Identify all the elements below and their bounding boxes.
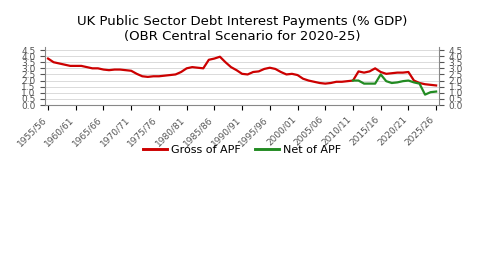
- Net of APF: [394, 81, 400, 84]
- Gross of APF: [433, 84, 439, 87]
- Net of APF: [356, 79, 361, 82]
- Line: Net of APF: Net of APF: [353, 75, 436, 95]
- Net of APF: [389, 81, 395, 85]
- Net of APF: [405, 79, 411, 82]
- Net of APF: [383, 80, 389, 83]
- Net of APF: [361, 82, 367, 85]
- Gross of APF: [417, 81, 423, 85]
- Net of APF: [433, 90, 439, 93]
- Net of APF: [411, 81, 417, 84]
- Net of APF: [428, 91, 434, 94]
- Net of APF: [422, 93, 428, 96]
- Gross of APF: [345, 80, 350, 83]
- Net of APF: [372, 82, 378, 85]
- Net of APF: [350, 79, 356, 82]
- Title: UK Public Sector Debt Interest Payments (% GDP)
(OBR Central Scenario for 2020-2: UK Public Sector Debt Interest Payments …: [77, 15, 407, 43]
- Gross of APF: [283, 73, 289, 76]
- Net of APF: [417, 82, 423, 85]
- Line: Gross of APF: Gross of APF: [48, 57, 436, 85]
- Gross of APF: [45, 57, 51, 60]
- Gross of APF: [156, 75, 162, 78]
- Gross of APF: [239, 72, 245, 76]
- Gross of APF: [56, 62, 62, 65]
- Net of APF: [400, 80, 406, 83]
- Net of APF: [378, 73, 383, 76]
- Gross of APF: [217, 55, 223, 58]
- Legend: Gross of APF, Net of APF: Gross of APF, Net of APF: [138, 141, 346, 160]
- Net of APF: [367, 82, 372, 85]
